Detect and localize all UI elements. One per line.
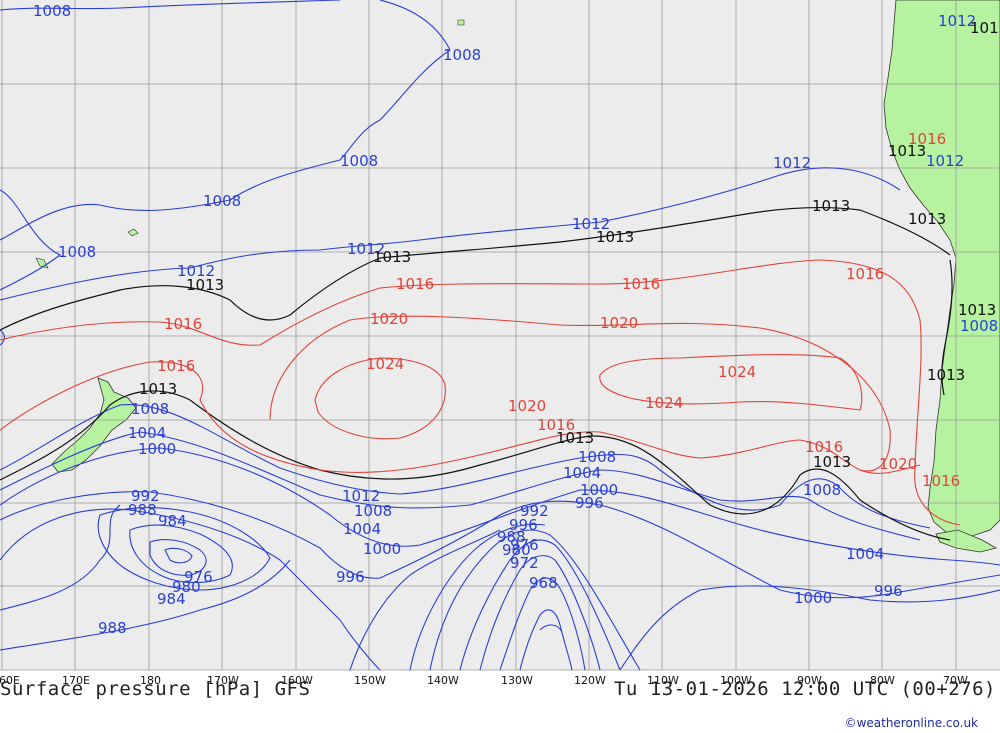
isobar-label: 972: [510, 554, 539, 572]
isobar-label: 1012: [938, 12, 976, 30]
isobar-label: 988: [128, 501, 157, 519]
isobar-label: 1013: [812, 197, 850, 215]
isobar-label: 1016: [164, 315, 202, 333]
isobar-label: 996: [575, 494, 604, 512]
isobar-label: 980: [172, 578, 201, 596]
island: [457, 19, 465, 26]
isobar-label: 1004: [128, 424, 166, 442]
isobar-label: 1012: [926, 152, 964, 170]
credit-link[interactable]: ©weatheronline.co.uk: [844, 716, 978, 730]
isobar-label: 1008: [203, 192, 241, 210]
isobar-label: 1016: [805, 438, 843, 456]
isobar-label: 980: [502, 541, 531, 559]
isobar-label: 1013: [373, 248, 411, 266]
axis-label: 150W: [354, 674, 386, 687]
isobar-label: 1013: [139, 380, 177, 398]
isobar-label: 1008: [443, 46, 481, 64]
tierra-del-fuego: [935, 529, 998, 553]
isobars-high: [0, 259, 961, 526]
isobar-label: 1016: [622, 275, 660, 293]
isobar-label: 1016: [846, 265, 884, 283]
isobar-label: 1008: [340, 152, 378, 170]
isobar-label: 1013: [888, 142, 926, 160]
axis-label: 90W: [797, 674, 822, 687]
isobar-label: 1008: [578, 448, 616, 466]
axis-label: 180: [140, 674, 161, 687]
axis-label: 120W: [574, 674, 606, 687]
isobar-label: 1004: [563, 464, 601, 482]
isobar-label: 1024: [718, 363, 756, 381]
island: [127, 228, 139, 237]
isobar-label: 1024: [366, 355, 404, 373]
isobar-label: 984: [158, 512, 187, 530]
isobar-label: 1012: [773, 154, 811, 172]
isobar-label: 1000: [794, 589, 832, 607]
isobar-label: 1008: [960, 317, 998, 335]
isobar-label: 1013: [556, 429, 594, 447]
isobar-label: 1016: [537, 416, 575, 434]
isobar-label: 1013: [970, 19, 1000, 37]
isobar-label: 1012: [347, 240, 385, 258]
isobar-label: 1020: [600, 314, 638, 332]
axis-label: 140W: [427, 674, 459, 687]
isobar-label: 1016: [908, 130, 946, 148]
graticule: [0, 0, 1000, 671]
isobar-label: 1008: [131, 400, 169, 418]
axis-label: 160W: [281, 674, 313, 687]
isobar-label: 976: [510, 536, 539, 554]
isobar-label: 1004: [343, 520, 381, 538]
isobar-label: 1020: [370, 310, 408, 328]
isobar-label: 1000: [363, 540, 401, 558]
isobar-label: 996: [336, 568, 365, 586]
isobar-labels: 1008 1008 1008 1008 1008 1012 1012 1012 …: [33, 2, 1000, 637]
isobars-low: [0, 0, 1000, 671]
valid-time: Tu 13-01-2026 12:00 UTC (00+276): [613, 678, 996, 700]
isobar-label: 1004: [846, 545, 884, 563]
isobar-label: 996: [509, 516, 538, 534]
isobar-label: 988: [98, 619, 127, 637]
chart-title: Surface pressure [hPa] GFS: [0, 678, 311, 700]
isobar-label: 1013: [596, 228, 634, 246]
axis-label: 130W: [501, 674, 533, 687]
isobar-label: 1024: [645, 394, 683, 412]
isobars-normal: [0, 206, 953, 541]
isobar-label: 976: [184, 568, 213, 586]
axis-label: 70W: [943, 674, 968, 687]
isobar-label: 984: [157, 590, 186, 608]
isobar-label: 1000: [138, 440, 176, 458]
isobar-label: 968: [529, 574, 558, 592]
isobar-label: 992: [131, 487, 160, 505]
isobar-label: 996: [874, 582, 903, 600]
isobar-label: 1013: [813, 453, 851, 471]
isobar-label: 1013: [908, 210, 946, 228]
isobar-label: 1000: [580, 481, 618, 499]
isobar-label: 1016: [396, 275, 434, 293]
isobar-label: 1008: [803, 481, 841, 499]
isobar-label: 1013: [958, 301, 996, 319]
axis-label: 170W: [207, 674, 239, 687]
isobar-label: 1008: [33, 2, 71, 20]
isobar-label: 1012: [572, 215, 610, 233]
isobar-label: 988: [497, 528, 526, 546]
isobar-label: 1020: [879, 455, 917, 473]
isobar-label: 1008: [354, 502, 392, 520]
axis-label: 110W: [647, 674, 679, 687]
axis-label: 100W: [720, 674, 752, 687]
isobar-label: 1013: [927, 366, 965, 384]
ocean-area: [0, 0, 1000, 670]
isobar-label: 1012: [177, 262, 215, 280]
axis-label: 80W: [870, 674, 895, 687]
isobar-label: 1016: [157, 357, 195, 375]
isobar-label: 1013: [186, 276, 224, 294]
isobar-label: 1020: [508, 397, 546, 415]
isobar-label: 1016: [922, 472, 960, 490]
isobar-label: 992: [520, 502, 549, 520]
isobar-label: 1008: [58, 243, 96, 261]
axis-label: 170E: [62, 674, 90, 687]
isobar-label: 1012: [342, 487, 380, 505]
